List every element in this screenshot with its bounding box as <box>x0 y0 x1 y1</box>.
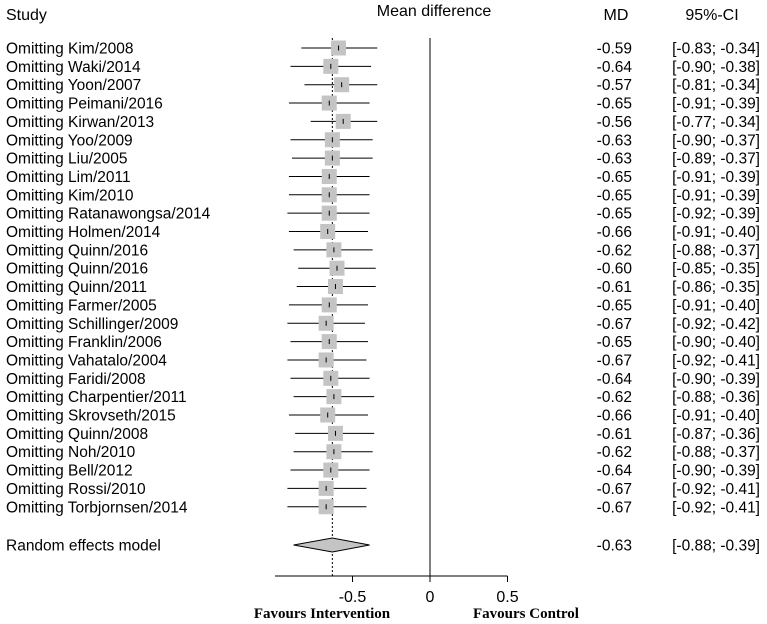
effect-column-header: Mean difference <box>377 3 492 20</box>
md-value: -0.67 <box>597 481 632 498</box>
study-label: Omitting Lim/2011 <box>6 169 131 186</box>
md-value: -0.66 <box>597 408 632 425</box>
ci-value: [-0.92; -0.41] <box>672 499 760 516</box>
study-label: Omitting Liu/2005 <box>6 151 128 168</box>
md-value: -0.64 <box>597 59 633 76</box>
md-value: -0.65 <box>597 96 632 113</box>
ci-value: [-0.92; -0.41] <box>672 352 760 369</box>
ci-value: [-0.88; -0.37] <box>672 444 760 461</box>
ci-value: [-0.87; -0.36] <box>672 426 760 443</box>
md-value: -0.62 <box>597 389 632 406</box>
study-label: Omitting Holmen/2014 <box>6 224 161 241</box>
ci-value: [-0.91; -0.39] <box>672 187 760 204</box>
md-value: -0.62 <box>597 242 632 259</box>
md-value: -0.65 <box>597 297 632 314</box>
pooled-ci-value: [-0.88; -0.39] <box>672 538 760 555</box>
ci-value: [-0.85; -0.35] <box>672 261 760 278</box>
md-value: -0.64 <box>597 371 633 388</box>
md-value: -0.64 <box>597 463 633 480</box>
md-value: -0.65 <box>597 169 632 186</box>
ci-value: [-0.91; -0.40] <box>672 224 760 241</box>
study-label: Omitting Kim/2010 <box>6 187 134 204</box>
study-label: Omitting Skrovseth/2015 <box>6 408 176 425</box>
study-label: Omitting Farmer/2005 <box>6 297 157 314</box>
ci-value: [-0.83; -0.34] <box>672 41 760 58</box>
study-label: Omitting Charpentier/2011 <box>6 389 187 406</box>
study-label: Omitting Noh/2010 <box>6 444 136 461</box>
md-value: -0.66 <box>597 224 632 241</box>
md-value: -0.65 <box>597 206 632 223</box>
study-label: Omitting Rossi/2010 <box>6 481 146 498</box>
md-value: -0.59 <box>597 41 632 58</box>
ci-value: [-0.91; -0.40] <box>672 297 760 314</box>
md-value: -0.63 <box>597 151 632 168</box>
md-value: -0.63 <box>597 132 632 149</box>
pooled-label: Random effects model <box>6 538 161 555</box>
md-value: -0.56 <box>597 114 632 131</box>
study-column-header: Study <box>6 7 47 24</box>
md-value: -0.67 <box>597 316 632 333</box>
md-value: -0.67 <box>597 352 632 369</box>
ci-value: [-0.81; -0.34] <box>672 77 760 94</box>
study-label: Omitting Waki/2014 <box>6 59 141 76</box>
ci-value: [-0.90; -0.39] <box>672 463 760 480</box>
study-label: Omitting Quinn/2008 <box>6 426 148 443</box>
x-axis: -0.5 0 0.5 <box>275 575 519 606</box>
study-label: Omitting Quinn/2011 <box>6 279 147 296</box>
study-label: Omitting Yoo/2009 <box>6 132 133 149</box>
ci-value: [-0.92; -0.41] <box>672 481 760 498</box>
study-label: Omitting Vahatalo/2004 <box>6 352 167 369</box>
pooled-diamond <box>293 537 370 553</box>
md-value: -0.61 <box>597 426 632 443</box>
pooled-md-value: -0.63 <box>597 538 632 555</box>
ci-value: [-0.92; -0.39] <box>672 206 760 223</box>
x-tick-label: -0.5 <box>339 589 367 606</box>
md-value: -0.60 <box>597 261 633 278</box>
md-value: -0.62 <box>597 444 632 461</box>
ci-value: [-0.88; -0.36] <box>672 389 760 406</box>
ci-value: [-0.92; -0.42] <box>672 316 760 333</box>
ci-value: [-0.86; -0.35] <box>672 279 760 296</box>
study-label: Omitting Peimani/2016 <box>6 96 163 113</box>
md-value: -0.57 <box>597 77 632 94</box>
study-label: Omitting Kirwan/2013 <box>6 114 154 131</box>
ci-value: [-0.90; -0.38] <box>672 59 760 76</box>
ci-value: [-0.88; -0.37] <box>672 242 760 259</box>
favours-control-label: Favours Control <box>473 606 579 622</box>
study-label: Omitting Bell/2012 <box>6 463 133 480</box>
x-tick-label: 0.5 <box>496 589 518 606</box>
ci-value: [-0.90; -0.40] <box>672 334 760 351</box>
study-label: Omitting Quinn/2016 <box>6 261 148 278</box>
study-label: Omitting Kim/2008 <box>6 41 134 58</box>
x-tick-label: 0 <box>426 589 435 606</box>
study-label: Omitting Yoon/2007 <box>6 77 141 94</box>
md-value: -0.67 <box>597 499 632 516</box>
md-value: -0.65 <box>597 187 632 204</box>
plot-marks <box>287 38 431 576</box>
study-label: Omitting Schillinger/2009 <box>6 316 178 333</box>
ci-value: [-0.89; -0.37] <box>672 151 760 168</box>
study-label: Omitting Ratanawongsa/2014 <box>6 206 211 223</box>
ci-value: [-0.77; -0.34] <box>672 114 760 131</box>
ci-value: [-0.91; -0.40] <box>672 408 760 425</box>
md-column-header: MD <box>604 7 629 24</box>
study-label: Omitting Torbjornsen/2014 <box>6 499 188 516</box>
ci-value: [-0.91; -0.39] <box>672 169 760 186</box>
study-label: Omitting Franklin/2006 <box>6 334 162 351</box>
ci-value: [-0.90; -0.37] <box>672 132 760 149</box>
ci-value: [-0.91; -0.39] <box>672 96 760 113</box>
md-value: -0.61 <box>597 279 632 296</box>
study-rows: Omitting Kim/2008 -0.59 [-0.83; -0.34] Omit… <box>6 41 760 555</box>
study-label: Omitting Quinn/2016 <box>6 242 148 259</box>
md-value: -0.65 <box>597 334 632 351</box>
ci-value: [-0.90; -0.39] <box>672 371 760 388</box>
study-label: Omitting Faridi/2008 <box>6 371 146 388</box>
ci-column-header: 95%-CI <box>685 7 738 24</box>
favours-intervention-label: Favours Intervention <box>254 606 391 622</box>
